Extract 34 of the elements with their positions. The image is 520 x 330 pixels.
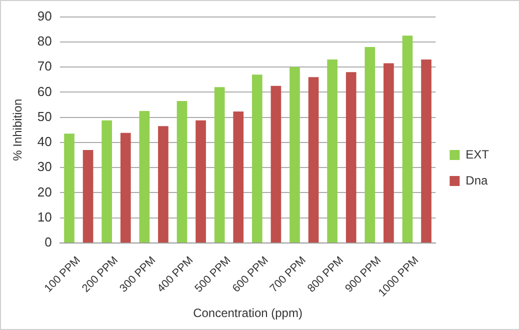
legend-label: EXT [466, 147, 490, 162]
bar [214, 87, 225, 242]
bar [102, 120, 112, 242]
y-tick-label: 20 [37, 184, 52, 200]
y-tick-label: 0 [44, 234, 52, 250]
bar [252, 74, 262, 242]
y-tick-label: 10 [37, 209, 52, 224]
bar [421, 60, 432, 242]
bar [233, 112, 244, 242]
bar [139, 111, 150, 242]
y-tick-label: 30 [37, 159, 52, 174]
y-axis-title: % Inhibition [10, 98, 25, 161]
y-tick-label: 70 [37, 58, 52, 74]
bar [327, 60, 338, 242]
bar [270, 86, 282, 242]
bar [308, 77, 319, 242]
bar [82, 150, 94, 242]
bar [384, 63, 394, 242]
y-tick-label: 80 [37, 34, 52, 49]
x-axis-title: Concentration (ppm) [193, 306, 302, 320]
bar [364, 46, 376, 242]
y-tick-label: 90 [37, 8, 52, 24]
y-tick-label: 50 [37, 108, 52, 124]
bar [176, 100, 188, 242]
y-tick-label: 40 [37, 134, 52, 150]
bar [196, 120, 206, 242]
bar [120, 132, 131, 242]
bar [64, 134, 74, 242]
bar [158, 126, 168, 242]
bar [346, 72, 356, 242]
bar [290, 67, 300, 242]
y-tick-label: 60 [37, 84, 52, 99]
bar [402, 36, 413, 242]
legend-label: Dna [466, 173, 488, 188]
